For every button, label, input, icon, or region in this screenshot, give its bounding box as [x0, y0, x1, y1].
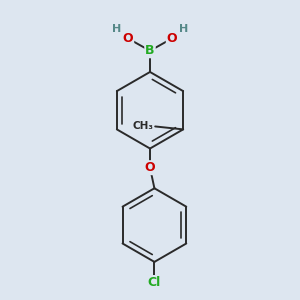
Text: CH₃: CH₃ [133, 122, 154, 131]
Text: O: O [145, 161, 155, 174]
Text: Cl: Cl [148, 276, 161, 289]
Text: H: H [112, 24, 121, 34]
Text: B: B [145, 44, 155, 57]
Text: H: H [179, 24, 188, 34]
Text: O: O [167, 32, 177, 45]
Text: O: O [123, 32, 133, 45]
